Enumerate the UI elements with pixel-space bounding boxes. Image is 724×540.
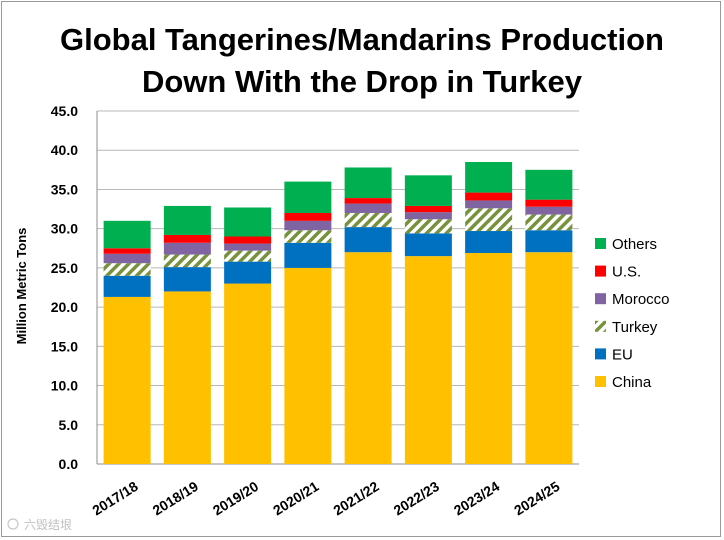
bar-turkey	[163, 254, 211, 268]
bar-turkey	[525, 214, 573, 231]
bar-eu	[163, 267, 211, 292]
bar-us	[525, 199, 573, 207]
bar-eu	[404, 233, 452, 257]
x-tick-label: 2023/24	[451, 478, 503, 518]
x-tick-label: 2017/18	[89, 478, 141, 518]
bar-us	[284, 212, 332, 221]
chart-title-line-1: Global Tangerines/Mandarins Production	[60, 22, 664, 57]
bar-china	[224, 283, 272, 464]
x-tick-label: 2021/22	[330, 478, 382, 518]
legend-label-eu: EU	[612, 346, 633, 363]
y-tick-label: 15.0	[51, 338, 78, 354]
bar-others	[465, 161, 513, 193]
x-tick-label: 2024/25	[511, 478, 563, 518]
legend-swatch-turkey	[595, 320, 606, 332]
bar-turkey	[224, 250, 272, 262]
legend-label-china: China	[612, 374, 652, 391]
watermark: 六毁结垠	[7, 517, 72, 532]
bar-eu	[344, 227, 392, 253]
y-tick-label: 0.0	[59, 456, 79, 472]
bar-china	[163, 291, 211, 464]
bar-us	[465, 192, 513, 201]
bar-others	[224, 207, 272, 237]
legend-swatch-eu	[595, 348, 606, 360]
bar-china	[465, 252, 513, 464]
bar-others	[284, 181, 332, 213]
x-tick-label: 2018/19	[150, 478, 202, 518]
watermark-text: 六毁结垠	[24, 517, 72, 532]
x-tick-label: 2022/23	[391, 478, 443, 518]
bar-china	[284, 267, 332, 464]
bar-china	[525, 252, 573, 464]
bar-eu	[103, 275, 151, 297]
legend-label-morocco: Morocco	[612, 291, 670, 308]
y-tick-label: 40.0	[51, 142, 78, 158]
bar-eu	[224, 261, 272, 284]
bar-china	[103, 296, 151, 464]
bar-morocco	[224, 243, 272, 251]
y-tick-label: 10.0	[51, 378, 78, 394]
bar-eu	[284, 242, 332, 268]
bar-morocco	[103, 253, 151, 264]
legend-label-turkey: Turkey	[612, 319, 658, 336]
bar-others	[163, 205, 211, 235]
bars	[103, 161, 573, 464]
y-tick-label: 25.0	[51, 260, 78, 276]
legend-label-others: Others	[612, 236, 657, 253]
bar-china	[404, 256, 452, 464]
bar-others	[404, 175, 452, 206]
legend-label-us: U.S.	[612, 264, 641, 281]
legend: Others U.S. Morocco Turkey EU China	[595, 236, 670, 391]
chart-title-line-2: Down With the Drop in Turkey	[142, 64, 583, 99]
bar-turkey	[103, 263, 151, 276]
y-tick-label: 5.0	[59, 417, 79, 433]
legend-swatch-us	[595, 265, 606, 277]
bar-morocco	[284, 220, 332, 231]
y-tick-label: 20.0	[51, 299, 78, 315]
legend-swatch-china	[595, 376, 606, 387]
bar-others	[525, 169, 573, 200]
legend-swatch-morocco	[595, 293, 606, 305]
bar-morocco	[404, 212, 452, 220]
bar-turkey	[404, 219, 452, 234]
bar-eu	[525, 230, 573, 253]
y-axis-label: Million Metric Tons	[14, 228, 29, 345]
x-axis-ticks: 2017/18 2018/19 2019/20 2020/21 2021/22 2022/…	[89, 478, 562, 518]
bar-us	[404, 205, 452, 213]
bar-others	[344, 167, 392, 199]
bar-morocco	[344, 203, 392, 213]
bar-others	[103, 220, 151, 249]
bar-us	[344, 198, 392, 204]
legend-swatch-others	[595, 238, 606, 249]
y-tick-label: 45.0	[51, 103, 78, 119]
bar-us	[224, 236, 272, 244]
x-tick-label: 2019/20	[210, 478, 262, 518]
bar-china	[344, 252, 392, 464]
bar-us	[163, 234, 211, 243]
bar-eu	[465, 231, 513, 253]
y-tick-label: 30.0	[51, 221, 78, 237]
y-tick-label: 35.0	[51, 181, 78, 197]
y-axis-ticks: 0.0 5.0 10.0 15.0 20.0 25.0 30.0 35.0 40.0 45.0	[51, 103, 78, 472]
bar-morocco	[163, 242, 211, 255]
x-tick-label: 2020/21	[270, 478, 322, 518]
bar-turkey	[465, 208, 513, 232]
bar-turkey	[284, 230, 332, 243]
bar-us	[103, 248, 151, 254]
bar-morocco	[525, 206, 573, 215]
watermark-icon	[7, 518, 19, 530]
bar-turkey	[344, 212, 392, 228]
bar-morocco	[465, 200, 513, 209]
